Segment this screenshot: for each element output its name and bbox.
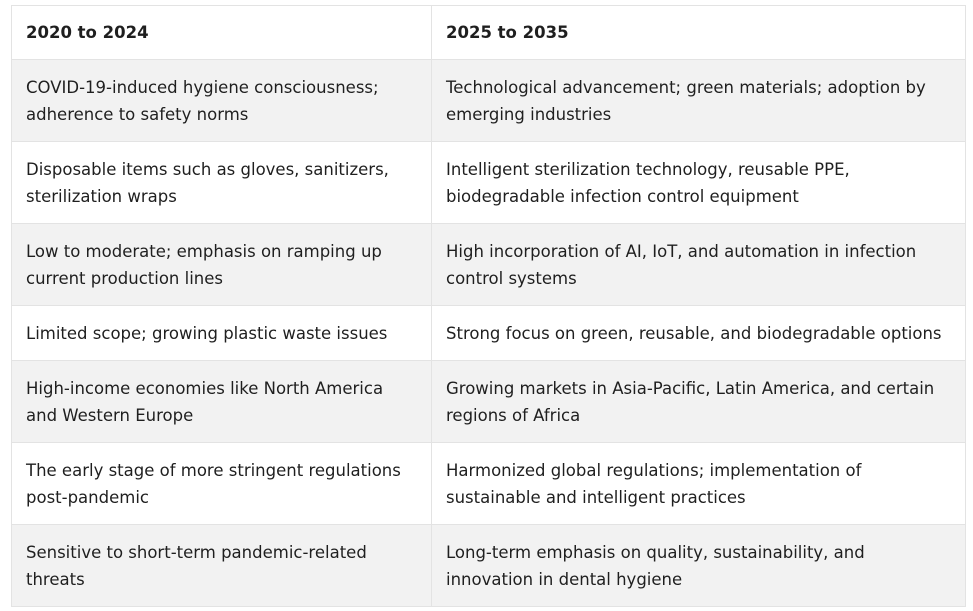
- table-header: 2020 to 2024 2025 to 2035: [11, 5, 966, 60]
- table-cell: Limited scope; growing plastic waste iss…: [11, 305, 432, 361]
- table-cell: High incorporation of AI, IoT, and autom…: [431, 223, 966, 306]
- table-cell: COVID-19-induced hygiene consciousness; …: [11, 59, 432, 142]
- header-period-2025-2035: 2025 to 2035: [431, 5, 966, 60]
- table-cell: Low to moderate; emphasis on ramping up …: [11, 223, 432, 306]
- table-row: Low to moderate; emphasis on ramping up …: [11, 223, 966, 306]
- comparison-table: 2020 to 2024 2025 to 2035 COVID-19-induc…: [11, 5, 966, 607]
- table-row: Limited scope; growing plastic waste iss…: [11, 305, 966, 361]
- table-row: Sensitive to short-term pandemic-related…: [11, 524, 966, 607]
- table-cell: Long-term emphasis on quality, sustainab…: [431, 524, 966, 607]
- table-cell: Disposable items such as gloves, sanitiz…: [11, 141, 432, 224]
- table-row: High-income economies like North America…: [11, 360, 966, 443]
- table-row: Disposable items such as gloves, sanitiz…: [11, 141, 966, 224]
- header-row: 2020 to 2024 2025 to 2035: [11, 5, 966, 60]
- table-cell: The early stage of more stringent regula…: [11, 442, 432, 525]
- table-cell: Intelligent sterilization technology, re…: [431, 141, 966, 224]
- table-cell: Technological advancement; green materia…: [431, 59, 966, 142]
- table-cell: Sensitive to short-term pandemic-related…: [11, 524, 432, 607]
- table-cell: Strong focus on green, reusable, and bio…: [431, 305, 966, 361]
- table-body: COVID-19-induced hygiene consciousness; …: [11, 59, 966, 607]
- table-cell: High-income economies like North America…: [11, 360, 432, 443]
- table-cell: Harmonized global regulations; implement…: [431, 442, 966, 525]
- table-row: The early stage of more stringent regula…: [11, 442, 966, 525]
- table-cell: Growing markets in Asia-Pacific, Latin A…: [431, 360, 966, 443]
- table-row: COVID-19-induced hygiene consciousness; …: [11, 59, 966, 142]
- header-period-2020-2024: 2020 to 2024: [11, 5, 432, 60]
